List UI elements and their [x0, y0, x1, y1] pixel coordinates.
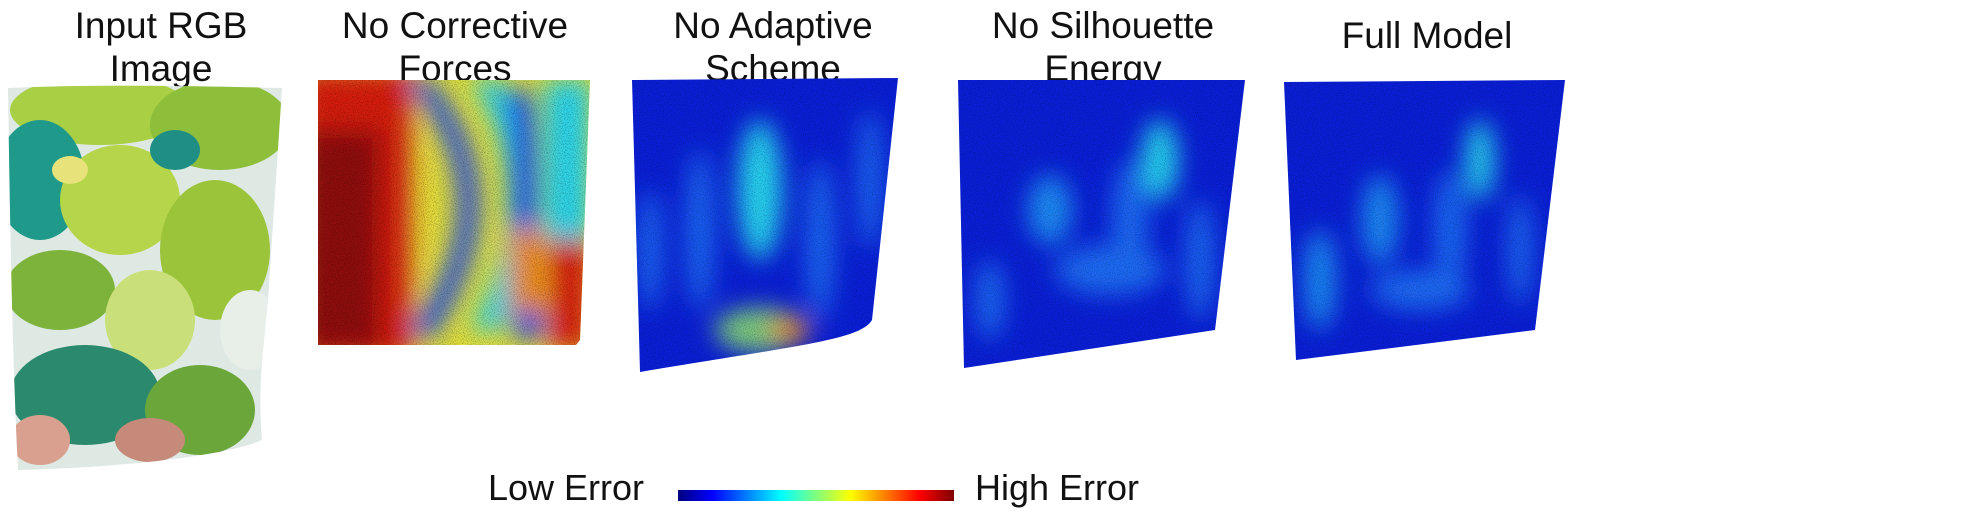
panel-full-model: Full Model	[1262, 0, 1592, 470]
error-map-no-silhouette-energy	[958, 80, 1245, 368]
caption-line-1: No Corrective	[341, 5, 569, 46]
colorbar	[678, 490, 954, 501]
error-colorbar-legend: Low Error High Error	[470, 466, 1170, 510]
panel-input-rgb: Input RGB Image	[0, 0, 330, 470]
panel-caption: Full Model	[1262, 14, 1592, 57]
caption-line-1: No Adaptive	[673, 5, 873, 46]
caption-line-1: Input RGB	[74, 5, 248, 46]
panel-caption: Input RGB Image	[32, 4, 290, 90]
error-map-no-adaptive-scheme	[632, 78, 898, 372]
caption-line-1: No Silhouette	[991, 5, 1215, 46]
error-map-full-model	[1284, 80, 1565, 360]
caption-line-1: Full Model	[1341, 15, 1513, 56]
legend-high-label: High Error	[975, 467, 1140, 508]
error-map-no-corrective-forces	[318, 80, 590, 345]
legend-low-label: Low Error	[488, 467, 645, 508]
input-rgb-image	[8, 85, 282, 470]
caption-line-2: Image	[109, 48, 213, 89]
